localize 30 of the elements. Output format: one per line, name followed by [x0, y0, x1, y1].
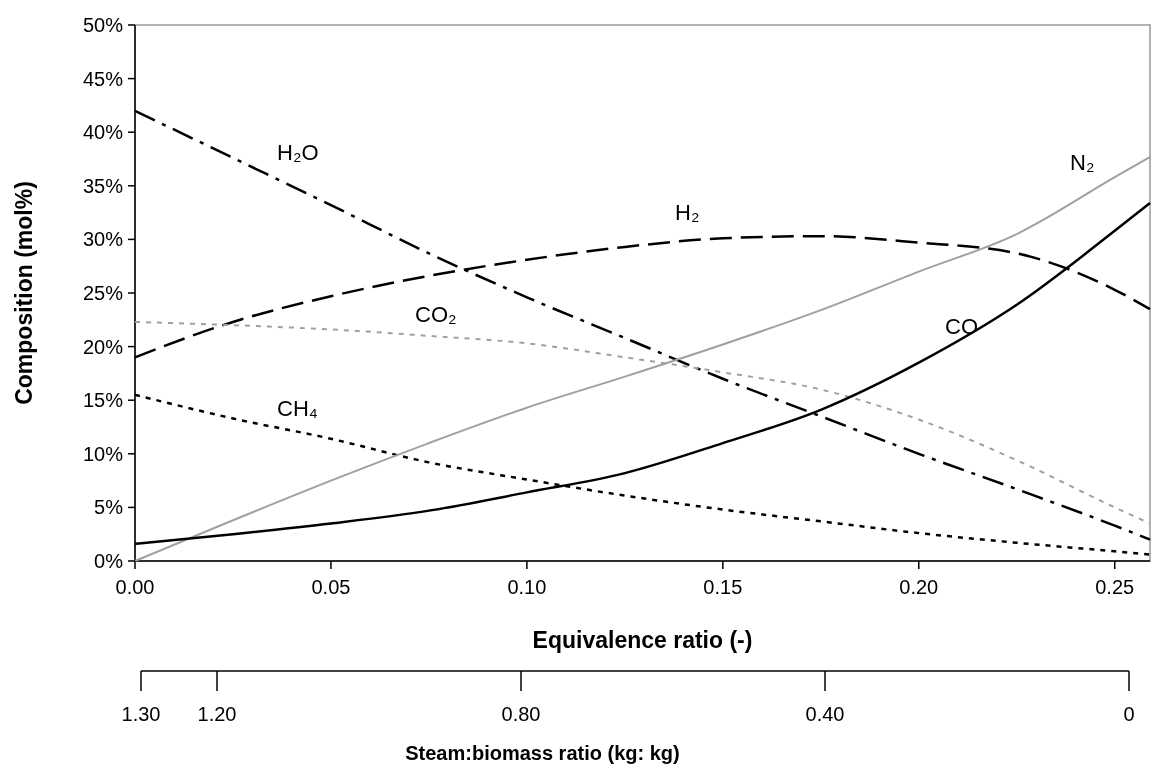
x-tick-label: 0.00	[115, 576, 155, 598]
y-tick-label: 40%	[82, 121, 124, 144]
y-axis-title: Composition (mol%)	[11, 181, 37, 405]
y-tick-label: 35%	[82, 174, 124, 197]
x2-axis-title: Steam:biomass ratio (kg: kg)	[405, 742, 680, 764]
y-tick-label: 10%	[82, 442, 124, 465]
y-tick-label: 5%	[94, 496, 124, 519]
x-tick-label: 0.25	[1095, 576, 1135, 598]
x-tick-label: 0.05	[311, 576, 351, 598]
series-label: CO₂	[415, 302, 457, 327]
y-tick-label: 30%	[82, 228, 124, 251]
series-label: H₂O	[277, 140, 319, 165]
x-axis-title: Equivalence ratio (-)	[532, 627, 753, 653]
y-tick-label: 25%	[82, 282, 124, 304]
x-tick-label: 0.15	[703, 576, 743, 598]
x2-tick-label: 0.40	[805, 703, 845, 725]
x2-tick-label: 1.20	[197, 703, 237, 725]
series-label: N₂	[1070, 150, 1095, 175]
y-tick-label: 50%	[82, 14, 124, 36]
y-tick-label: 15%	[82, 389, 124, 412]
x2-tick-label: 1.30	[121, 703, 161, 725]
x2-tick-label: 0.80	[501, 703, 541, 725]
y-tick-label: 0%	[94, 550, 124, 572]
y-tick-label: 20%	[82, 335, 124, 358]
x2-tick-label: 0	[1123, 703, 1135, 725]
x-tick-label: 0.20	[899, 576, 939, 598]
y-tick-label: 45%	[82, 67, 124, 90]
x-tick-label: 0.10	[507, 576, 547, 598]
series-label: CH₄	[277, 396, 318, 421]
series-label: H₂	[675, 200, 700, 225]
